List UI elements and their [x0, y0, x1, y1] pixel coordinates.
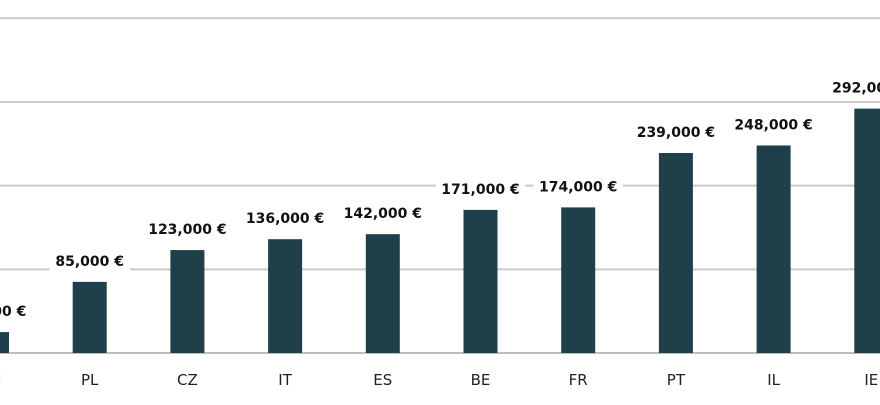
data-label-bg: [0, 301, 33, 323]
data-label-cz: 123,000 €: [148, 222, 226, 238]
bar-be: [463, 209, 498, 353]
bar-ie: [854, 108, 880, 354]
data-label-fr: 174,000 €: [539, 179, 617, 195]
data-label-pl: 85,000 €: [55, 254, 124, 270]
x-tick-es: ES: [373, 371, 392, 389]
data-label-bg: [49, 250, 131, 272]
data-label-bg: [338, 203, 428, 225]
data-label-it: 136,000 €: [246, 211, 324, 227]
x-tick-lu: LU: [0, 371, 1, 389]
x-tick-cz: CZ: [177, 371, 198, 389]
bar-il: [756, 145, 791, 353]
data-labels: 25,000 € 85,000 € 123,000 € 136,000 € 142,00…: [0, 77, 880, 323]
data-label-il: 248,000 €: [734, 117, 812, 133]
bar-it: [268, 239, 303, 353]
bar-es: [365, 234, 400, 353]
data-label-bg: [826, 77, 880, 99]
bar-lu: [0, 332, 9, 353]
x-tick-ie: IE: [864, 371, 878, 389]
data-label-es: 142,000 €: [344, 206, 422, 222]
bar-pl: [72, 281, 107, 353]
data-label-lu: 25,000 €: [0, 304, 26, 320]
data-label-bg: [435, 178, 526, 200]
x-tick-fr: FR: [569, 371, 588, 389]
bar-cz: [170, 250, 205, 353]
bar-fr: [561, 207, 596, 353]
data-label-pt: 239,000 €: [637, 125, 715, 141]
data-label-bg: [142, 219, 233, 241]
x-tick-il: IL: [767, 371, 780, 389]
x-tick-pt: PT: [667, 371, 686, 389]
x-tick-labels: LU PL CZ IT ES BE FR PT IL IE: [0, 371, 878, 389]
x-tick-it: IT: [278, 371, 292, 389]
x-tick-be: BE: [471, 371, 491, 389]
data-label-bg: [631, 122, 721, 143]
bar-pt: [658, 153, 693, 353]
data-label-ie: 292,000 €: [832, 81, 880, 97]
data-label-bg: [533, 176, 623, 198]
data-label-bg: [240, 208, 330, 230]
data-label-bg: [728, 114, 819, 136]
x-tick-pl: PL: [81, 371, 99, 389]
bars: [0, 108, 880, 354]
data-label-be: 171,000 €: [441, 182, 519, 198]
